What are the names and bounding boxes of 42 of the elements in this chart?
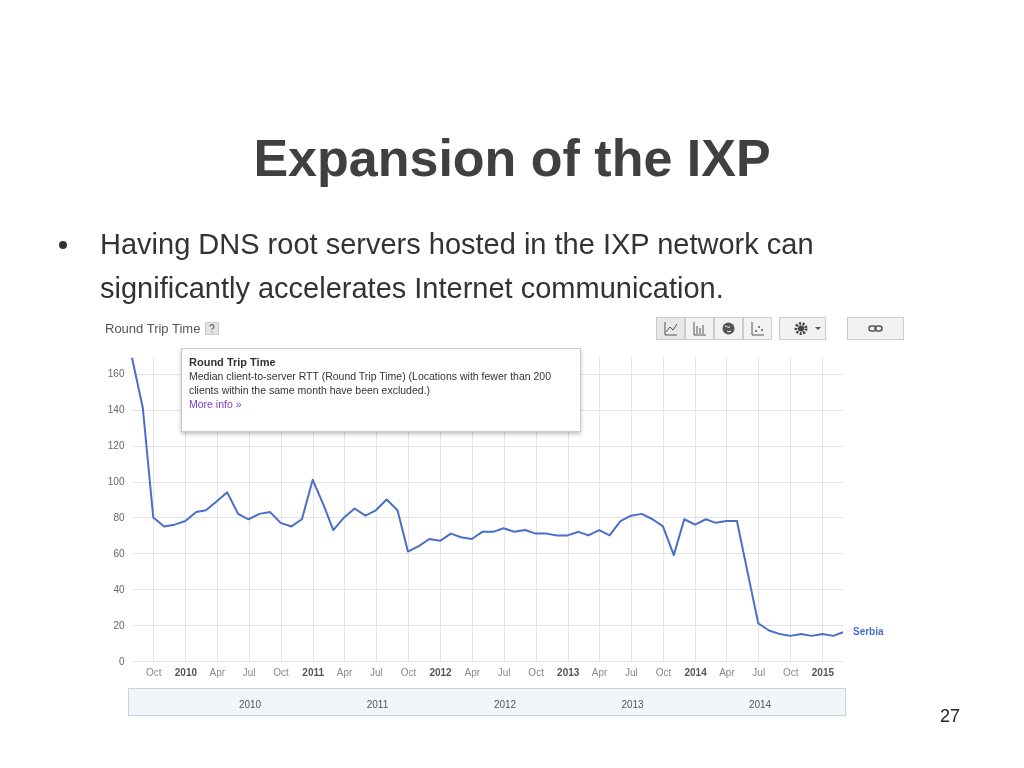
chart-title: Expansion of the IXP	[252, 128, 772, 188]
x-tick-label: Jul	[369, 666, 383, 678]
x-tick-label: 2010	[174, 666, 198, 678]
y-tick-label: 80	[113, 511, 125, 523]
x-tick-label: Oct	[655, 666, 672, 678]
y-tick-label: 120	[107, 440, 125, 452]
y-tick-label: 20	[113, 619, 125, 631]
y-tick-label: 100	[107, 476, 125, 488]
series-label: Serbia	[853, 626, 885, 638]
x-tick-label: 2013	[557, 666, 580, 678]
x-tick-label: 2015	[811, 666, 835, 678]
x-tick-label: Oct	[783, 666, 799, 678]
y-tick-label: 160	[107, 368, 125, 380]
x-tick-label: Oct	[400, 666, 417, 678]
info-popup: Round Trip Time Median client-to-server RTT (Round Trip Time) (Locations with fewer than 200 clients within the same month have been excluded.) More info »	[181, 348, 581, 432]
x-tick-label: Jul	[242, 666, 256, 678]
x-tick-label: 2012	[429, 666, 453, 678]
x-tick-label: Jul	[752, 666, 766, 678]
chart-subtitle: Having DNS root servers hosted in the IXP network can significantly accelerates Internet communication.	[100, 227, 815, 306]
y-tick-label: 0	[118, 655, 125, 667]
range-slider: 2010 2011 2012 2013 2014	[128, 688, 846, 716]
x-tick-label: 2011	[302, 666, 325, 678]
y-tick-label: 140	[107, 404, 125, 416]
x-tick-label: Apr	[464, 666, 481, 678]
line-series	[131, 356, 844, 637]
x-tick-label: Oct	[528, 666, 545, 678]
x-tick-label: Jul	[624, 666, 638, 678]
x-tick-label: Oct	[146, 666, 162, 678]
annotation: Median client-to-server RTT (Round Trip Time) (Locations with fewer than 200 clients within the same month have been excluded.)	[189, 369, 552, 397]
x-tick-label: 2014	[684, 666, 708, 678]
annotation: More info »	[189, 397, 243, 411]
x-tick-label: Apr	[209, 666, 226, 678]
x-tick-label: Jul	[497, 666, 511, 678]
x-tick-label: Apr	[591, 666, 609, 678]
x-tick-label: Apr	[719, 666, 736, 678]
y-tick-label: 40	[113, 583, 125, 595]
text: Round Trip Time	[105, 321, 201, 336]
annotation: Round Trip Time	[189, 355, 277, 369]
x-tick-label: Oct	[273, 666, 290, 678]
text: 27	[940, 706, 961, 727]
x-tick-label: Apr	[336, 666, 354, 678]
y-tick-label: 60	[113, 547, 125, 559]
